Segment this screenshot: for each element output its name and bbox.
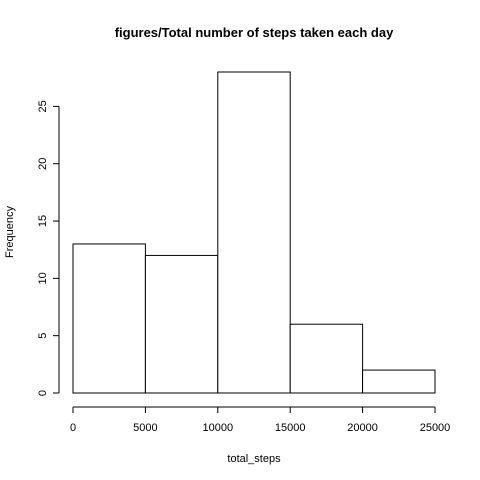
histogram-bar-1 xyxy=(144,254,219,394)
x-tick-label-2: 10000 xyxy=(203,422,234,434)
histogram-bar-4 xyxy=(362,369,436,394)
x-tick-label-0: 0 xyxy=(70,422,76,434)
x-tick-label-5: 25000 xyxy=(420,422,451,434)
bars-group xyxy=(72,71,436,394)
x-axis-label: total_steps xyxy=(227,453,281,465)
histogram-bar-2 xyxy=(217,71,291,394)
y-axis: 0 5 10 15 20 25 xyxy=(37,100,60,396)
y-tick-label-2: 10 xyxy=(37,272,49,284)
histogram-bar-0 xyxy=(72,243,146,394)
y-tick-label-4: 20 xyxy=(37,158,49,170)
chart-title: figures/Total number of steps taken each… xyxy=(115,25,394,40)
y-tick-label-5: 25 xyxy=(37,100,49,112)
y-axis-label: Frequency xyxy=(4,206,16,258)
y-tick-label-3: 15 xyxy=(37,215,49,227)
histogram-bar-3 xyxy=(289,323,364,394)
y-tick-label-1: 5 xyxy=(37,333,49,339)
x-axis: 0 5000 10000 15000 20000 25000 xyxy=(70,406,451,434)
x-tick-label-3: 15000 xyxy=(275,422,306,434)
y-tick-label-0: 0 xyxy=(37,390,49,396)
x-tick-label-4: 20000 xyxy=(347,422,378,434)
x-tick-label-1: 5000 xyxy=(133,422,157,434)
